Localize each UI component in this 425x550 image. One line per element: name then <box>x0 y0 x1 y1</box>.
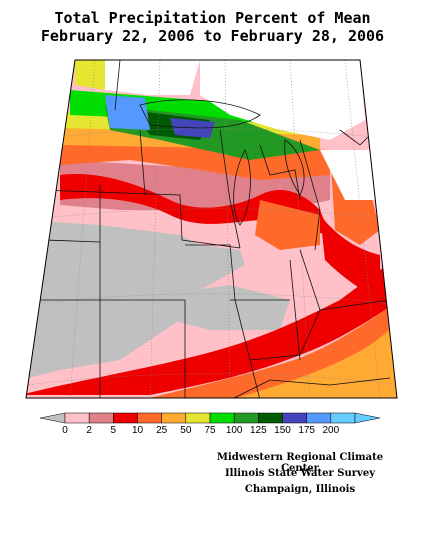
legend-label: 0 <box>62 425 68 436</box>
legend-label: 75 <box>204 425 216 436</box>
legend-label: 10 <box>131 425 144 436</box>
legend-swatch <box>113 412 138 424</box>
legend-swatch <box>233 412 259 424</box>
map-title-line2: February 22, 2006 to February 28, 2006 <box>40 27 385 45</box>
legend-swatch <box>258 412 283 424</box>
legend-arrow-right <box>354 412 381 424</box>
legend-swatch <box>209 412 235 424</box>
great-lakes-outline <box>139 99 305 226</box>
credit-line3: Champaign, Illinois <box>244 484 356 495</box>
graticule <box>26 60 397 398</box>
red-zone-east <box>320 215 380 300</box>
lake-erie-area <box>320 150 380 200</box>
legend-label: 175 <box>298 425 315 436</box>
legend-swatch <box>137 412 162 424</box>
legend-swatch <box>306 412 332 424</box>
legend-label: 125 <box>249 425 267 436</box>
legend-swatch <box>161 412 187 424</box>
legend-colorbar <box>39 412 381 424</box>
state-boundaries <box>30 60 391 398</box>
legend-label: 5 <box>110 425 117 436</box>
legend-label: 2 <box>86 425 92 436</box>
legend-label: 200 <box>322 425 340 436</box>
legend-label: 50 <box>180 425 192 436</box>
legend-label: 150 <box>274 425 291 436</box>
blue-zone <box>105 95 150 130</box>
legend-swatch <box>185 412 211 424</box>
legend-label: 100 <box>225 425 243 436</box>
map-title-line1: Total Precipitation Percent of Mean <box>54 9 371 27</box>
credit-line1: Midwestern Regional Climate Center <box>216 452 384 474</box>
legend-swatch <box>330 412 356 424</box>
no-data-northwest <box>105 60 200 95</box>
gray-zone-central <box>160 285 290 330</box>
orange-zone-michigan <box>255 200 320 250</box>
legend-swatch <box>88 412 114 424</box>
no-data-north <box>200 60 365 140</box>
legend-label: 25 <box>156 425 168 436</box>
credit-line2: Illinois State Water Survey <box>224 468 376 479</box>
amber-band-south <box>230 310 397 398</box>
legend-swatch <box>282 412 307 424</box>
map-frame <box>25 59 398 399</box>
legend-arrow-left <box>39 412 66 424</box>
red-band-south <box>26 255 397 395</box>
legend-swatch <box>64 412 90 424</box>
map-field <box>26 60 397 398</box>
